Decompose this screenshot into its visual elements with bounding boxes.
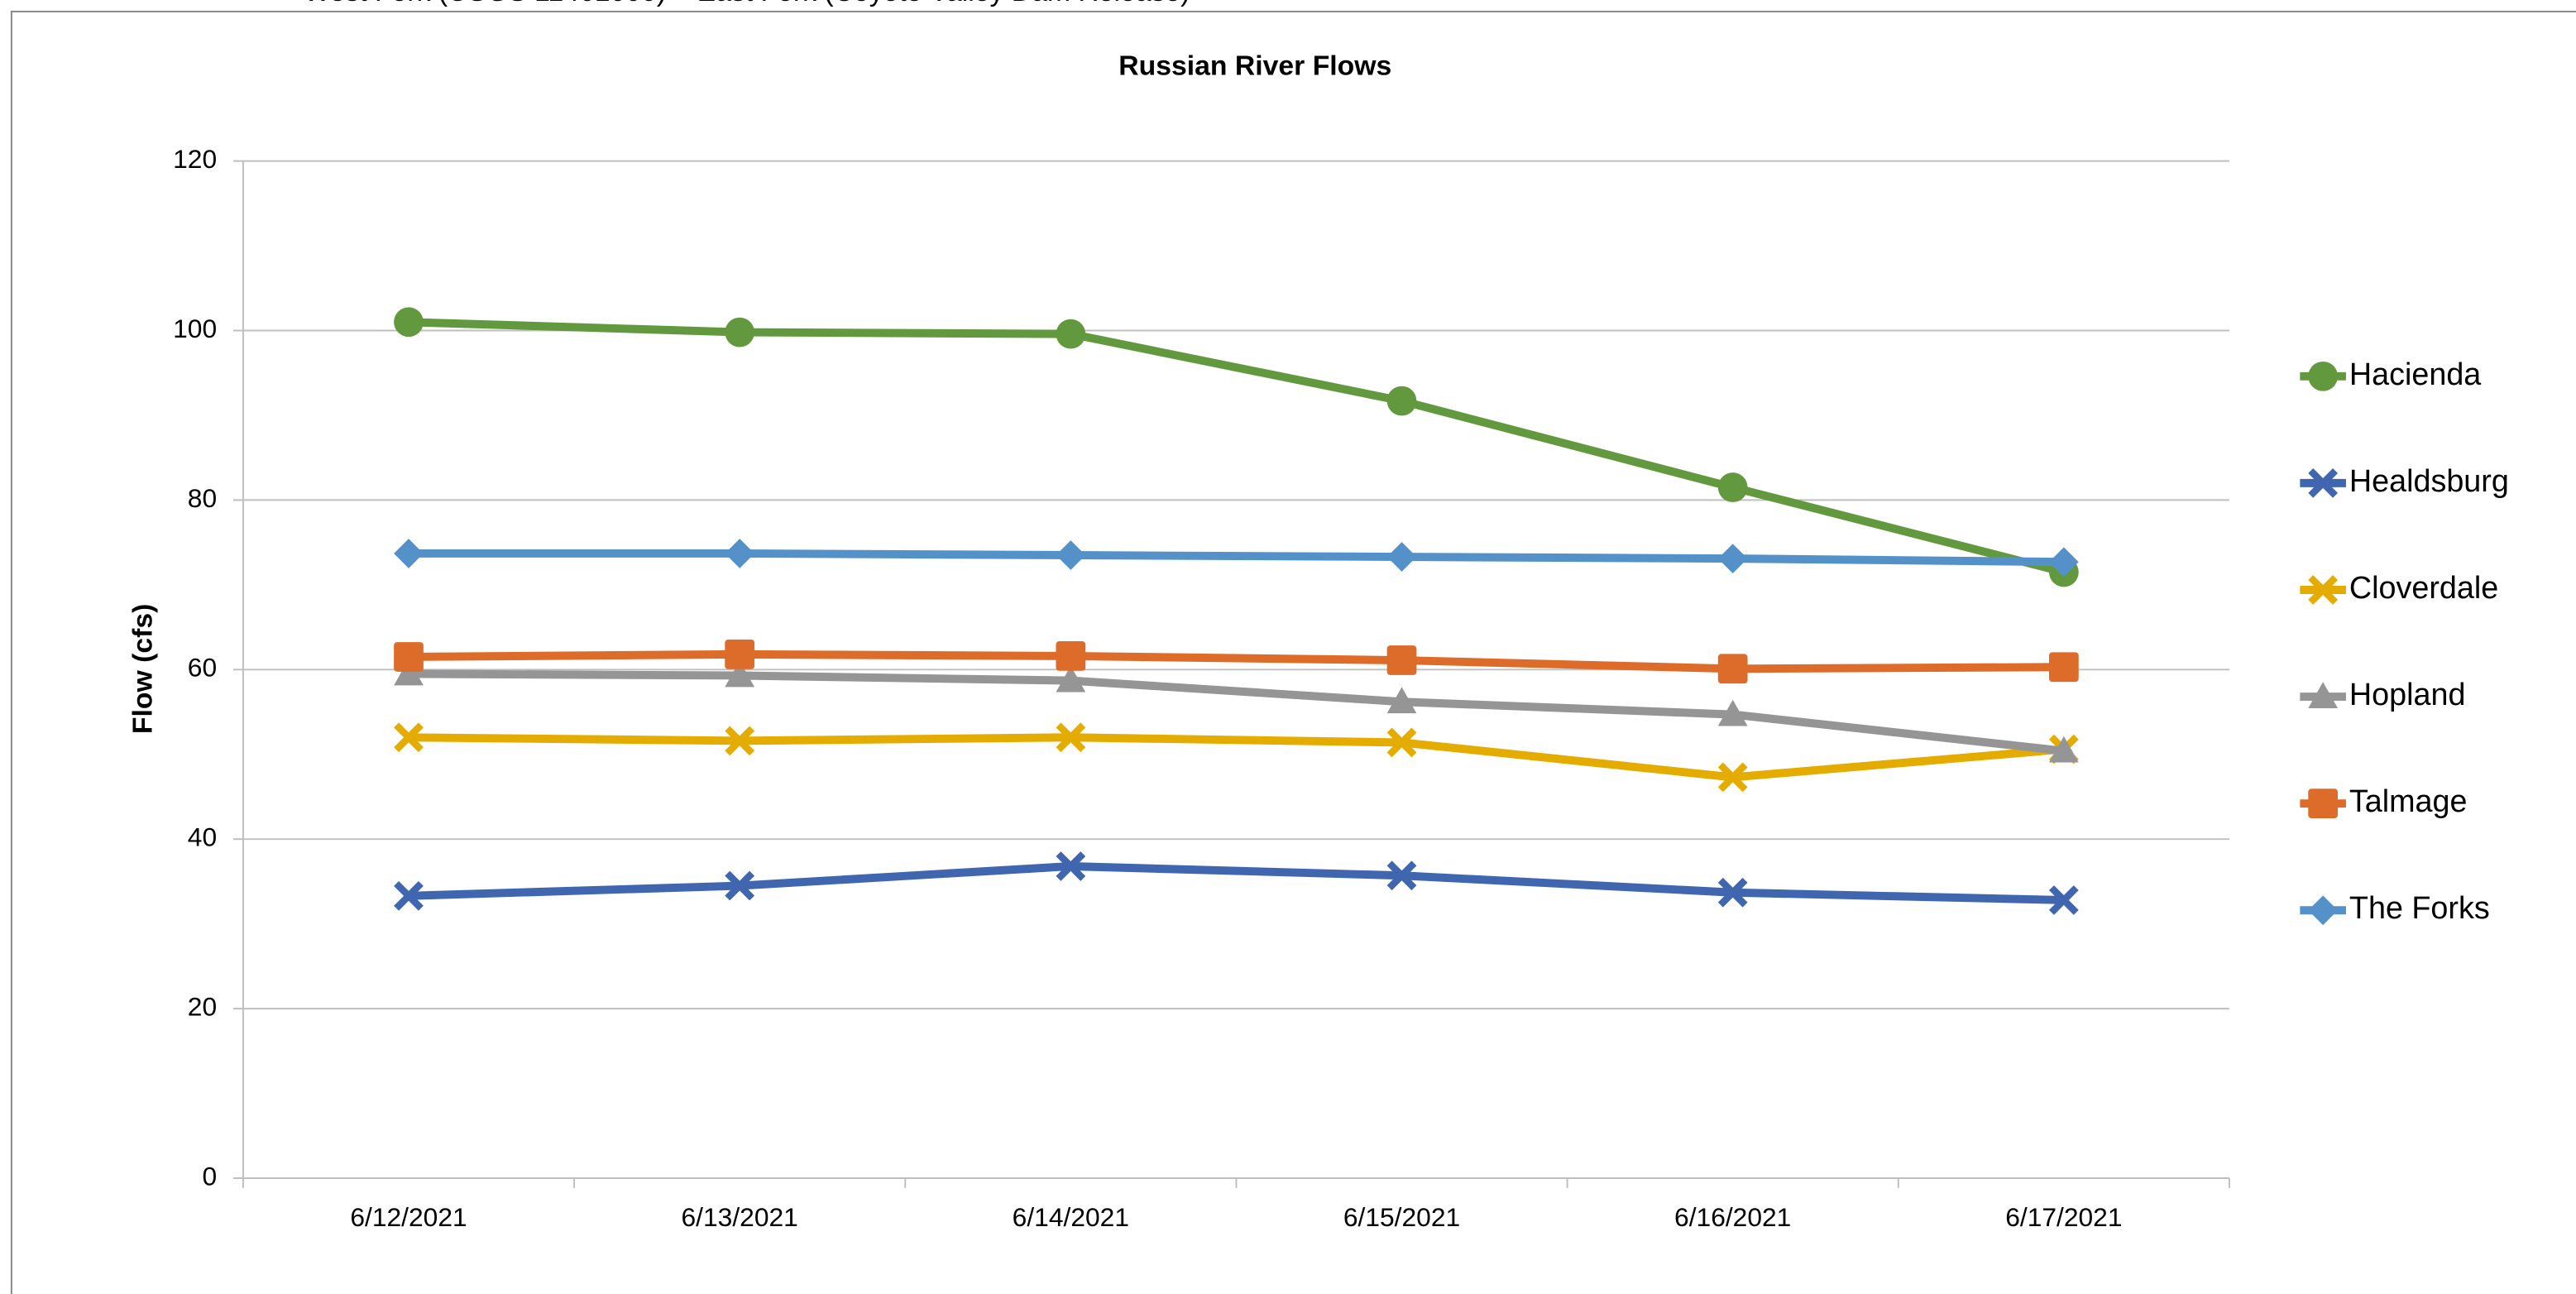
data-point <box>725 660 755 688</box>
y-tick-label: 40 <box>188 822 217 852</box>
x-tick-label: 6/15/2021 <box>1343 1202 1460 1232</box>
data-point <box>1056 722 1086 753</box>
series-line <box>405 549 2068 567</box>
legend-label: Hacienda <box>2349 357 2481 391</box>
data-point <box>725 870 755 901</box>
data-point <box>1386 386 1417 416</box>
legend-marker <box>2308 788 2339 819</box>
data-point <box>2049 885 2079 915</box>
data-point <box>1056 319 1086 349</box>
data-point <box>394 659 424 686</box>
y-tick-label: 20 <box>188 991 217 1021</box>
x-tick-label: 6/12/2021 <box>350 1202 467 1232</box>
data-point <box>394 722 424 753</box>
legend-label: Hopland <box>2349 677 2466 712</box>
series-line <box>405 318 2068 577</box>
data-point <box>1056 641 1086 671</box>
legend-marker <box>2308 361 2339 391</box>
data-point <box>2049 736 2079 763</box>
y-tick-label: 80 <box>188 483 217 513</box>
data-point <box>1056 540 1086 570</box>
x-tick-label: 6/16/2021 <box>1674 1202 1791 1232</box>
data-point <box>1386 860 1417 891</box>
data-point <box>2049 652 2079 683</box>
data-point <box>394 539 424 568</box>
data-point <box>1386 687 1417 714</box>
data-point <box>1717 472 1748 502</box>
x-tick-label: 6/13/2021 <box>682 1202 798 1232</box>
legend-label: Cloverdale <box>2349 570 2498 605</box>
y-tick-label: 0 <box>202 1161 217 1191</box>
legend-marker <box>2308 575 2339 605</box>
series-line <box>405 669 2068 755</box>
y-tick-label: 60 <box>188 653 217 683</box>
x-tick-label: 6/17/2021 <box>2005 1202 2122 1232</box>
series-line <box>405 733 2068 782</box>
y-tick-label: 100 <box>173 314 217 343</box>
legend-label: Talmage <box>2349 784 2468 818</box>
data-point <box>725 726 755 756</box>
data-point <box>725 317 755 347</box>
data-point <box>725 639 755 669</box>
y-tick-label: 120 <box>173 144 217 174</box>
data-point <box>394 642 424 672</box>
series-line <box>405 649 2068 673</box>
data-point <box>1386 727 1417 758</box>
header-note: West Fork (USGS 11461000) – East Fork (C… <box>304 0 1190 7</box>
data-point <box>1717 877 1748 908</box>
y-axis-title: Flow (cfs) <box>127 604 159 735</box>
data-point <box>394 880 424 911</box>
legend-label: The Forks <box>2349 890 2490 925</box>
series-line <box>405 862 2068 904</box>
legend-label: Healdsburg <box>2349 463 2509 498</box>
data-point <box>1717 762 1748 793</box>
legend-marker <box>2308 682 2339 708</box>
chart-title: Russian River Flows <box>1118 50 1391 81</box>
data-point <box>1056 665 1086 693</box>
data-point <box>1717 654 1748 684</box>
legend-marker <box>2308 895 2339 926</box>
legend-marker <box>2308 468 2339 498</box>
data-point <box>1717 699 1748 726</box>
data-point <box>1386 645 1417 675</box>
data-point <box>1056 851 1086 881</box>
x-tick-label: 6/14/2021 <box>1013 1202 1129 1232</box>
data-point <box>394 307 424 338</box>
